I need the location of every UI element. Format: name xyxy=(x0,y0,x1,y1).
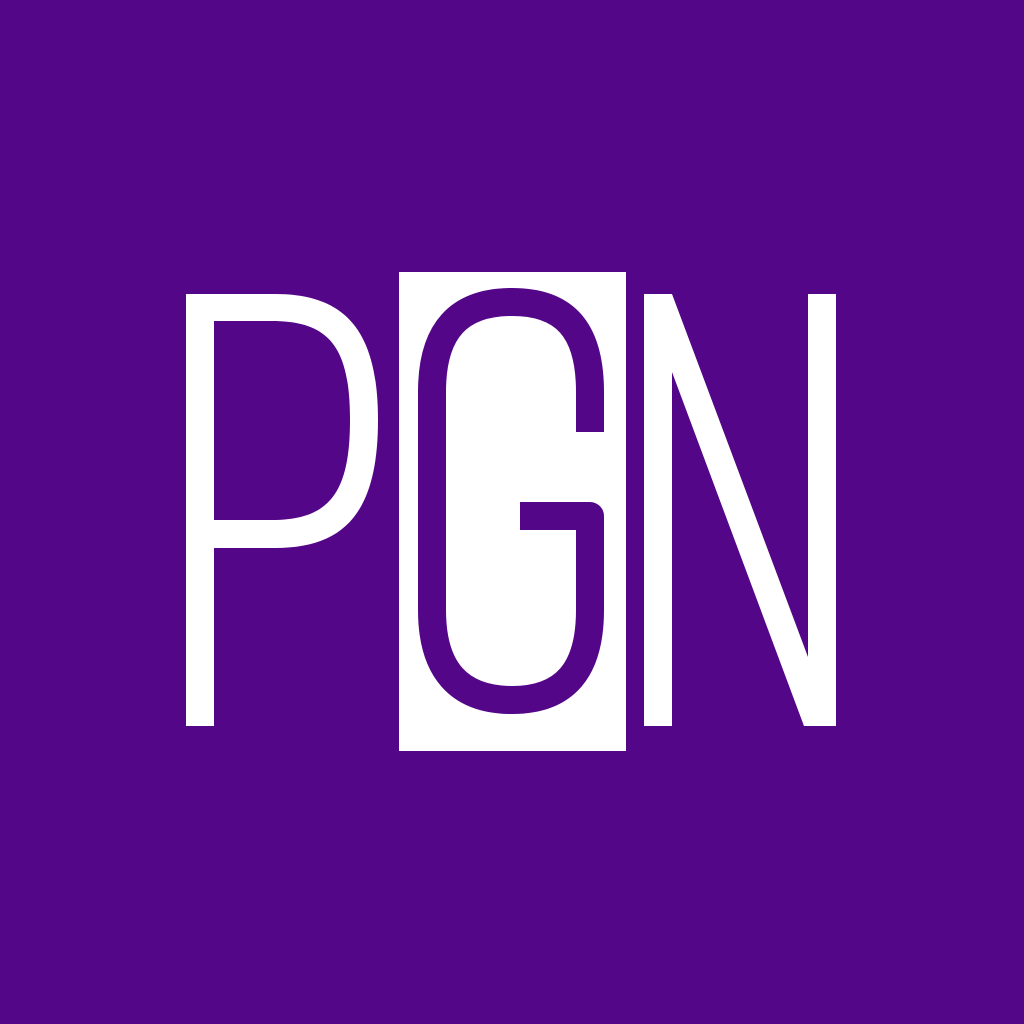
letter-p xyxy=(186,294,378,726)
letter-g xyxy=(418,288,604,714)
letter-n xyxy=(644,294,836,726)
